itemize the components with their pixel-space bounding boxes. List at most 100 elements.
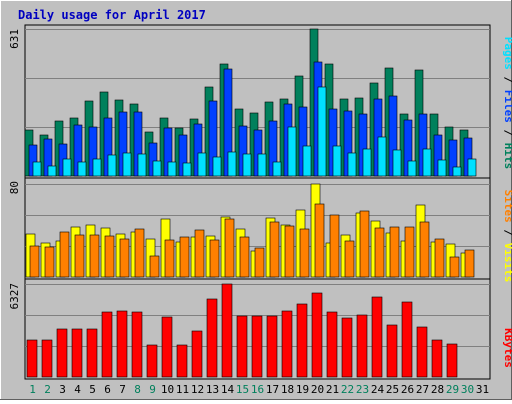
x-tick-label-day-15: 15 bbox=[236, 383, 249, 396]
sites-bar-day-21 bbox=[329, 214, 340, 278]
pages-bar-day-22 bbox=[347, 152, 357, 177]
sites-bar-day-12 bbox=[194, 229, 205, 278]
pages-bar-day-27 bbox=[422, 148, 432, 177]
legend-hits: Hits bbox=[502, 143, 512, 170]
kbytes-bar-day-20 bbox=[311, 292, 323, 378]
kbytes-bar-day-13 bbox=[206, 298, 218, 378]
axis-max-hits: 631 bbox=[8, 29, 21, 49]
legend-sites: Sites bbox=[502, 190, 512, 223]
kbytes-bar-day-6 bbox=[101, 311, 113, 378]
kbytes-bar-day-5 bbox=[86, 328, 98, 378]
x-tick-label-day-2: 2 bbox=[44, 383, 51, 396]
x-tick-label-day-9: 9 bbox=[149, 383, 156, 396]
x-tick-label-day-24: 24 bbox=[371, 383, 385, 396]
pages-bar-day-8 bbox=[137, 153, 147, 177]
sites-bar-day-29 bbox=[449, 256, 460, 278]
pages-bar-day-9 bbox=[152, 160, 162, 177]
panel-visits bbox=[24, 177, 491, 280]
kbytes-bar-day-24 bbox=[371, 296, 383, 378]
x-tick-label-day-22: 22 bbox=[341, 383, 354, 396]
x-tick-label-day-6: 6 bbox=[104, 383, 111, 396]
legend-pages: Pages bbox=[502, 37, 512, 70]
x-tick-label-day-19: 19 bbox=[296, 383, 309, 396]
sites-bar-day-24 bbox=[374, 227, 385, 278]
pages-bar-day-12 bbox=[197, 152, 207, 177]
x-tick-label-day-31: 31 bbox=[476, 383, 489, 396]
pages-bar-day-6 bbox=[107, 154, 117, 177]
legend-hits-panel: Pages / Files / Hits bbox=[502, 37, 512, 170]
kbytes-bar-day-14 bbox=[221, 283, 233, 378]
legend-hits-text: Pages / Files / Hits bbox=[502, 37, 512, 170]
x-tick-label-day-30: 30 bbox=[461, 383, 474, 396]
x-tick-label-day-20: 20 bbox=[311, 383, 324, 396]
legend-sep-3: / bbox=[502, 223, 512, 243]
pages-bar-day-5 bbox=[92, 158, 102, 177]
kbytes-bar-day-2 bbox=[41, 339, 53, 378]
kbytes-bar-day-27 bbox=[416, 326, 428, 378]
kbytes-bar-day-23 bbox=[356, 314, 368, 378]
kbytes-bar-day-11 bbox=[176, 344, 188, 378]
pages-bar-day-4 bbox=[77, 161, 87, 177]
sites-bar-day-2 bbox=[44, 246, 55, 278]
chart-title: Daily usage for April 2017 bbox=[18, 8, 206, 22]
kbytes-bar-day-8 bbox=[131, 311, 143, 378]
x-tick-label-day-12: 12 bbox=[191, 383, 204, 396]
pages-bar-day-15 bbox=[242, 153, 252, 177]
x-tick-label-day-4: 4 bbox=[74, 383, 81, 396]
axis-max-kbytes: 6327 bbox=[8, 283, 21, 310]
x-tick-label-day-14: 14 bbox=[221, 383, 235, 396]
x-tick-label-day-27: 27 bbox=[416, 383, 429, 396]
pages-bar-day-14 bbox=[227, 151, 237, 177]
x-tick-label-day-23: 23 bbox=[356, 383, 369, 396]
kbytes-bar-day-15 bbox=[236, 315, 248, 378]
kbytes-bar-day-26 bbox=[401, 301, 413, 378]
kbytes-bar-day-17 bbox=[266, 315, 278, 378]
pages-bar-day-30 bbox=[467, 158, 477, 177]
x-tick-label-day-7: 7 bbox=[119, 383, 126, 396]
sites-bar-day-4 bbox=[74, 234, 85, 278]
sites-bar-day-13 bbox=[209, 239, 220, 278]
legend-sep-1: / bbox=[502, 70, 512, 90]
panel-hits bbox=[24, 24, 491, 179]
pages-bar-day-24 bbox=[377, 136, 387, 177]
kbytes-bar-day-1 bbox=[26, 339, 38, 378]
kbytes-bar-day-22 bbox=[341, 317, 353, 378]
sites-bar-day-8 bbox=[134, 228, 145, 278]
kbytes-bar-day-18 bbox=[281, 310, 293, 378]
legend-visits-panel: Sites / Visits bbox=[502, 190, 512, 283]
pages-bar-day-29 bbox=[452, 166, 462, 177]
sites-bar-day-20 bbox=[314, 203, 325, 278]
kbytes-bar-day-10 bbox=[161, 316, 173, 378]
sites-bar-day-15 bbox=[239, 236, 250, 278]
x-tick-label-day-16: 16 bbox=[251, 383, 264, 396]
pages-bar-day-21 bbox=[332, 145, 342, 177]
kbytes-bar-day-25 bbox=[386, 324, 398, 378]
kbytes-bar-day-7 bbox=[116, 310, 128, 378]
sites-bar-day-10 bbox=[164, 239, 175, 278]
x-tick-label-day-25: 25 bbox=[386, 383, 399, 396]
x-tick-label-day-1: 1 bbox=[29, 383, 36, 396]
x-tick-label-day-28: 28 bbox=[431, 383, 444, 396]
kbytes-bar-day-9 bbox=[146, 344, 158, 378]
pages-bar-day-28 bbox=[437, 159, 447, 177]
panel-kbytes-border bbox=[24, 278, 491, 380]
kbytes-bar-day-29 bbox=[446, 343, 458, 378]
sites-bar-day-17 bbox=[269, 221, 280, 278]
kbytes-bar-day-16 bbox=[251, 315, 263, 378]
axis-max-visits: 80 bbox=[8, 181, 21, 194]
pages-bar-day-2 bbox=[47, 165, 57, 177]
pages-bar-day-1 bbox=[32, 161, 42, 177]
panel-kbytes bbox=[24, 278, 491, 380]
chart-panels bbox=[24, 24, 491, 380]
kbytes-bar-day-3 bbox=[56, 328, 68, 378]
x-tick-label-day-29: 29 bbox=[446, 383, 459, 396]
legend-visits: Visits bbox=[502, 243, 512, 283]
pages-bar-day-19 bbox=[302, 145, 312, 177]
x-tick-label-day-17: 17 bbox=[266, 383, 279, 396]
legend-kbytes-panel: KBytes bbox=[502, 328, 512, 368]
x-tick-label-day-26: 26 bbox=[401, 383, 414, 396]
pages-bar-day-7 bbox=[122, 152, 132, 177]
sites-bar-day-3 bbox=[59, 231, 70, 278]
